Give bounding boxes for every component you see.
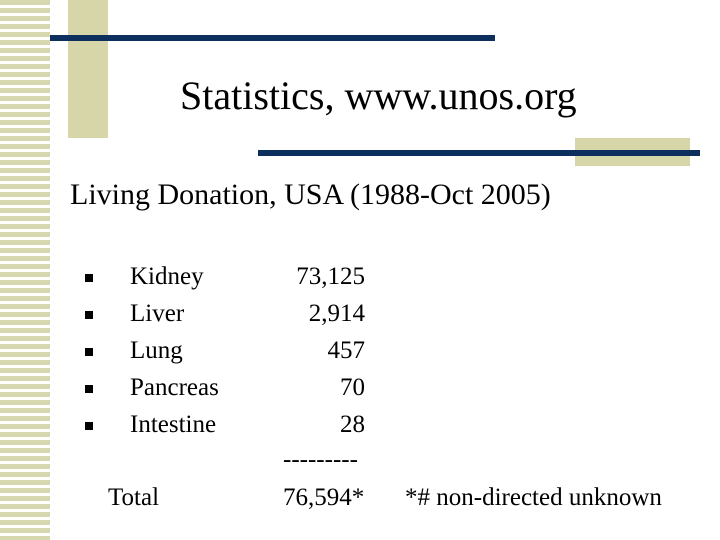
item-name: Liver: [130, 300, 185, 327]
accent-block: [68, 0, 108, 138]
item-value: 457: [327, 337, 366, 364]
rule: [50, 35, 495, 41]
stripe-bar: [0, 0, 50, 540]
subtitle: Living Donation, USA (1988-Oct 2005): [70, 178, 551, 211]
title: Statistics, www.unos.org: [180, 73, 577, 118]
item-value: 73,125: [296, 263, 365, 290]
total-label: Total: [108, 484, 160, 511]
item-value: 2,914: [308, 300, 365, 327]
note: *# non-directed unknown: [405, 484, 662, 511]
item-value: 70: [340, 374, 365, 401]
item-name: Intestine: [130, 411, 217, 438]
bullet: [85, 311, 93, 319]
item-name: Kidney: [130, 263, 204, 290]
total-value: 76,594*: [283, 484, 365, 511]
item-name: Lung: [130, 337, 183, 364]
separator: ---------: [283, 446, 358, 473]
bullet: [85, 422, 93, 430]
rule: [258, 150, 700, 156]
bullet: [85, 348, 93, 356]
bullet: [85, 385, 93, 393]
bullet: [85, 274, 93, 282]
item-name: Pancreas: [130, 374, 219, 401]
item-value: 28: [340, 411, 365, 438]
